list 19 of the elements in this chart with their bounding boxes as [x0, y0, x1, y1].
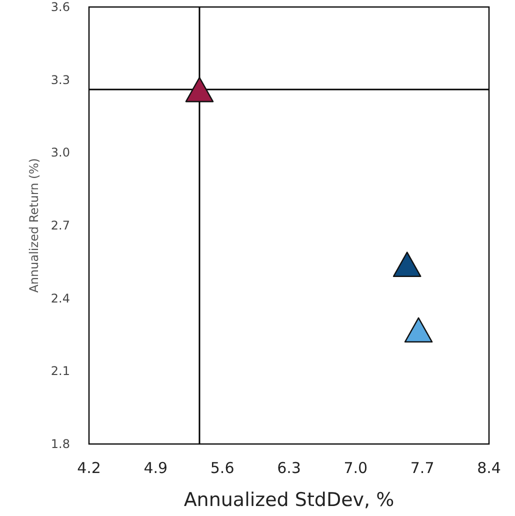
x-tick-label: 5.6	[210, 459, 234, 477]
y-tick-label: 1.8	[50, 437, 70, 451]
x-tick-label: 6.3	[277, 459, 301, 477]
point	[185, 76, 214, 102]
y-tick-label: 2.4	[50, 291, 70, 306]
y-tick-label: 2.7	[50, 218, 70, 232]
x-tick-label: 8.4	[477, 459, 501, 477]
x-axis-title: Annualized StdDev, %	[184, 489, 394, 511]
x-tick-label: 7.7	[410, 459, 434, 477]
y-tick-label: 2.1	[50, 364, 70, 378]
x-tick-label: 4.2	[77, 459, 101, 477]
y-tick-label: 3.6	[50, 0, 70, 14]
y-axis-title: Annualized Return (%)	[27, 158, 41, 293]
y-tick-label: 3.3	[50, 72, 70, 87]
x-tick-label: 4.9	[144, 459, 168, 477]
y-tick-label: 3.0	[50, 146, 70, 160]
point	[392, 252, 422, 277]
x-tick-label: 7.0	[344, 459, 368, 477]
point	[404, 317, 433, 343]
